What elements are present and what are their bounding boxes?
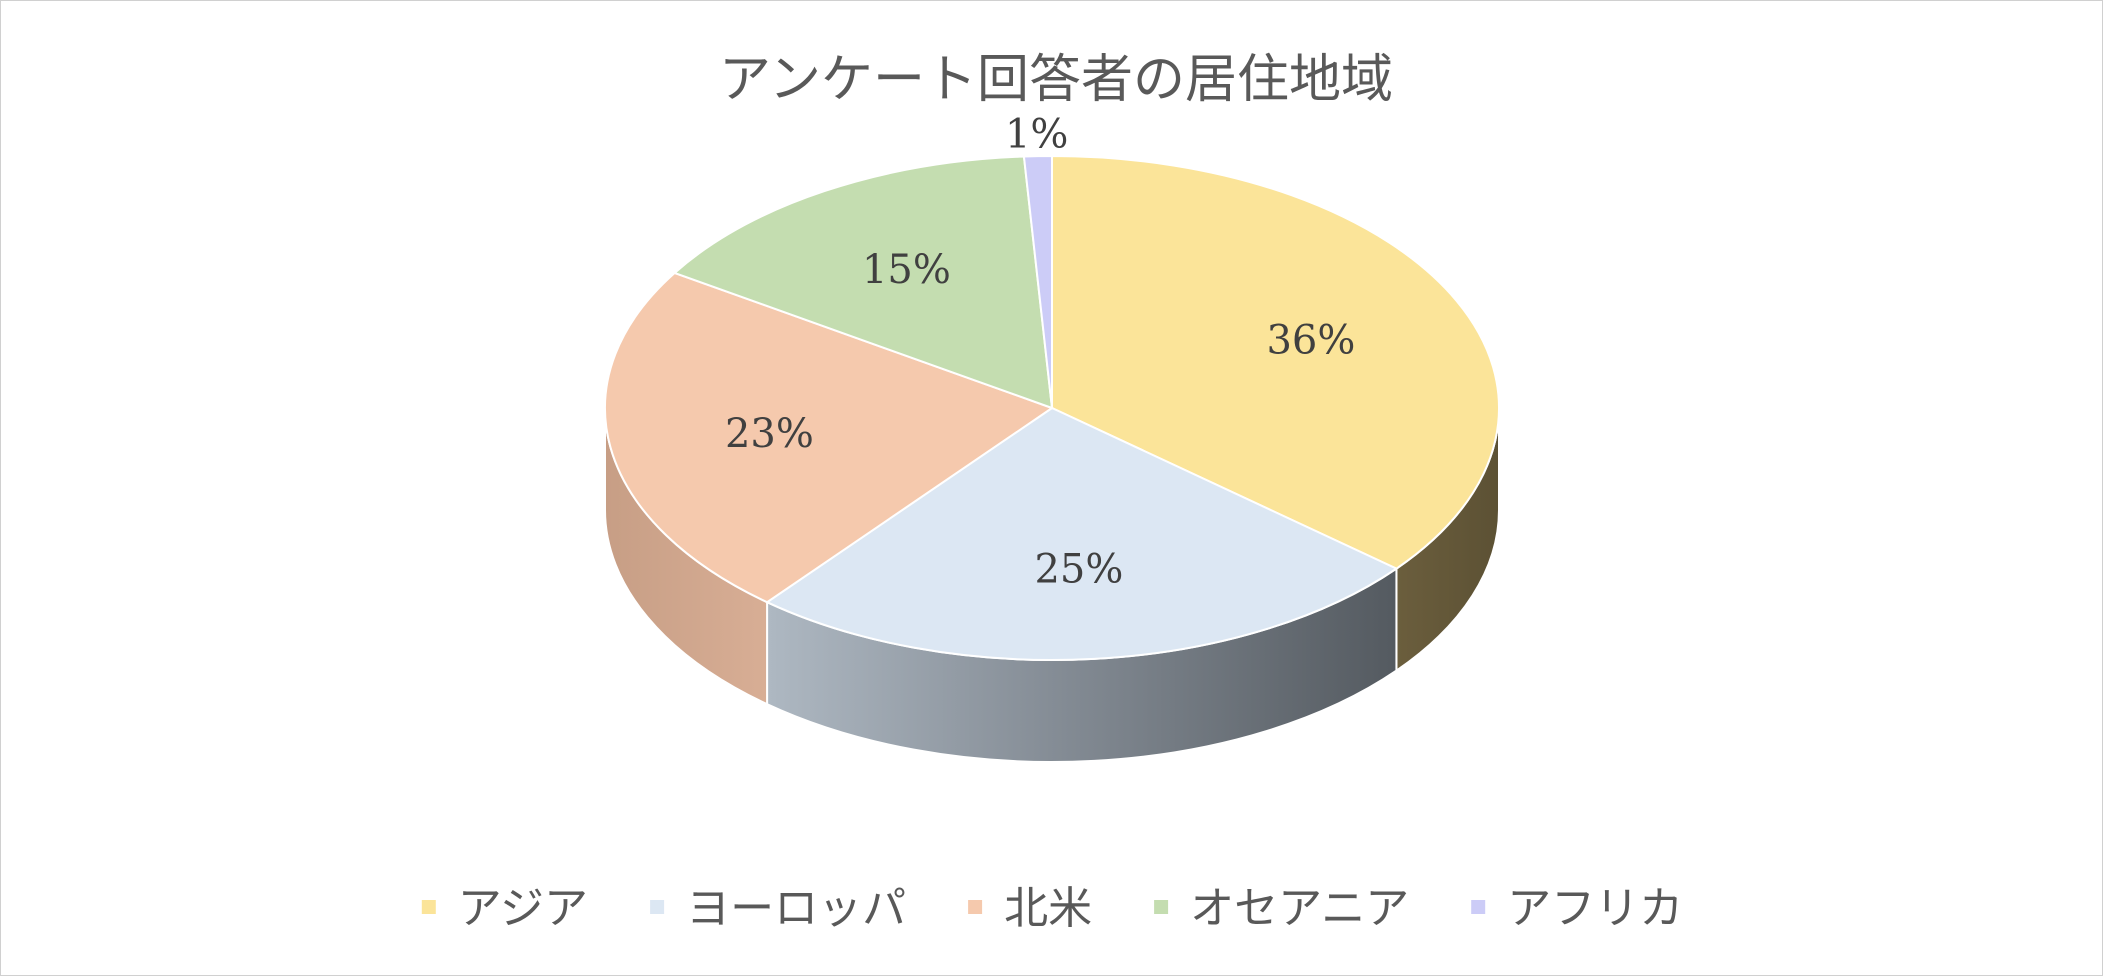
legend-swatch-4	[1154, 900, 1169, 914]
legend-label-3: 北米	[1004, 883, 1092, 934]
pie-slice-3	[604, 271, 1055, 604]
chart-legend: アジア ヨーロッパ 北米 オセアニア アフリカ	[421, 883, 1683, 934]
data-label-2: 25%	[1034, 547, 1123, 593]
data-label-1: 36%	[1266, 317, 1355, 363]
pie-slice-4	[672, 155, 1054, 410]
chart-title: アンケート回答者の居住地域	[719, 50, 1393, 110]
legend-item-2: ヨーロッパ	[650, 883, 906, 934]
legend-swatch-3	[968, 900, 983, 914]
pie-slice-1	[1051, 154, 1500, 570]
legend-item-5: アフリカ	[1471, 883, 1683, 934]
legend-label-1: アジア	[458, 883, 588, 934]
legend-label-2: ヨーロッパ	[686, 883, 906, 934]
legend-label-5: アフリカ	[1507, 883, 1683, 934]
pie-data-labels: 36% 25% 23% 15% 1%	[725, 112, 1355, 593]
legend-label-4: オセアニア	[1190, 883, 1409, 934]
legend-item-4: オセアニア	[1154, 883, 1409, 934]
data-label-5: 1%	[1005, 112, 1068, 158]
pie-slices	[604, 154, 1500, 661]
data-label-4: 15%	[862, 247, 951, 293]
data-label-3: 23%	[725, 411, 814, 457]
pie-slice-2	[765, 406, 1399, 661]
legend-swatch-5	[1471, 900, 1486, 914]
legend-item-3: 北米	[968, 883, 1092, 934]
legend-swatch-1	[421, 900, 436, 914]
pie-slice-5	[1022, 154, 1053, 409]
legend-item-1: アジア	[421, 883, 588, 934]
legend-swatch-2	[650, 900, 665, 914]
